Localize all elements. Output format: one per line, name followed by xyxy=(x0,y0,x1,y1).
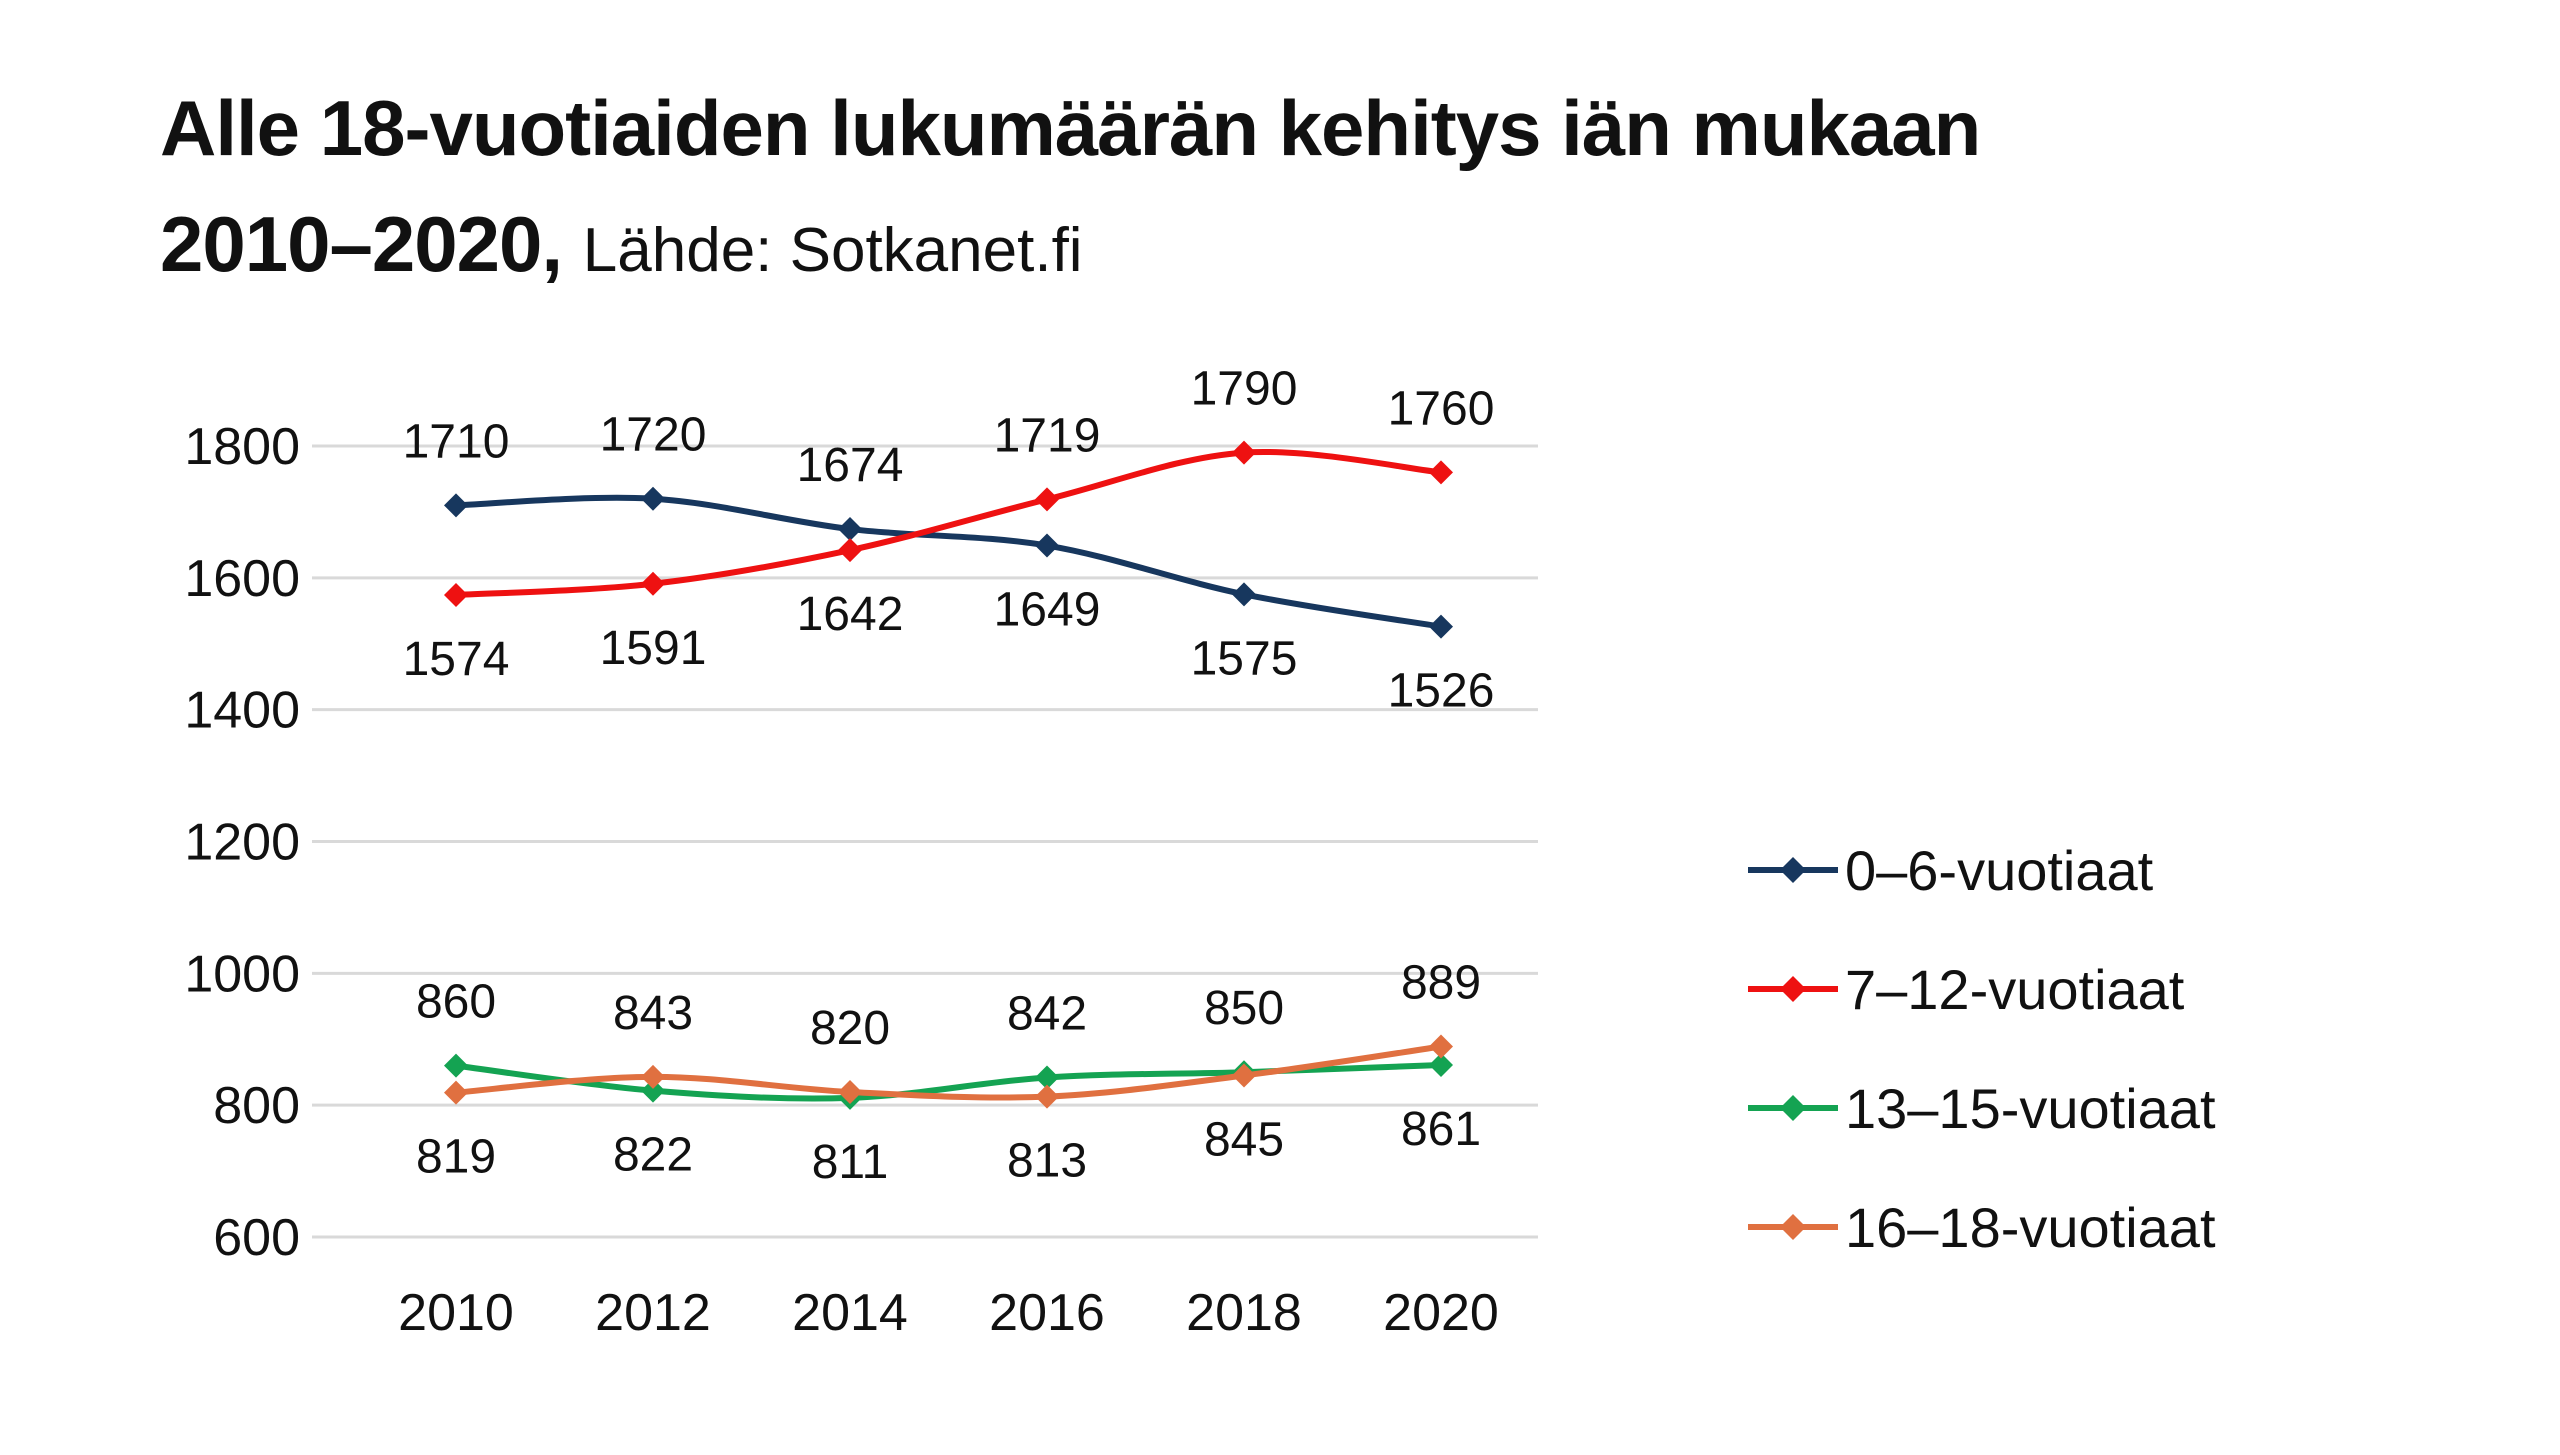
data-point xyxy=(641,1078,665,1103)
legend-marker-0 xyxy=(1780,857,1806,883)
data-label: 842 xyxy=(1007,987,1087,1040)
y-tick-label: 1800 xyxy=(184,418,300,476)
title-line-2: 2010–2020, Lähde: Sotkanet.fi xyxy=(160,186,1980,309)
data-point xyxy=(641,1064,665,1089)
data-label: 1760 xyxy=(1388,382,1495,435)
data-label: 1649 xyxy=(994,584,1101,637)
data-label: 813 xyxy=(1007,1135,1087,1188)
data-label: 1720 xyxy=(600,409,707,462)
y-tick-label: 1000 xyxy=(184,945,300,1003)
data-point xyxy=(444,1080,468,1105)
data-point xyxy=(1232,440,1256,465)
data-label: 811 xyxy=(812,1136,889,1189)
data-label: 843 xyxy=(613,987,693,1040)
data-point xyxy=(838,517,862,542)
data-point xyxy=(838,1079,862,1104)
data-label: 1526 xyxy=(1388,665,1495,718)
data-point xyxy=(444,493,468,518)
x-tick-label: 2012 xyxy=(595,1284,711,1342)
data-label: 1790 xyxy=(1191,363,1298,416)
legend-label: 0–6-vuotiaat xyxy=(1845,839,2154,902)
data-point xyxy=(444,582,468,607)
data-point xyxy=(1232,1063,1256,1088)
legend-label: 7–12-vuotiaat xyxy=(1845,958,2185,1021)
y-tick-label: 1200 xyxy=(184,814,300,872)
x-tick-label: 2020 xyxy=(1383,1284,1499,1342)
legend-marker-2 xyxy=(1780,1095,1806,1121)
data-label: 861 xyxy=(1401,1103,1481,1156)
x-tick-label: 2018 xyxy=(1186,1284,1302,1342)
data-point xyxy=(1429,1034,1453,1059)
x-tick-label: 2016 xyxy=(989,1284,1105,1342)
series-line-3 xyxy=(455,1043,1442,1101)
y-tick-label: 600 xyxy=(213,1209,300,1267)
x-tick-label: 2010 xyxy=(398,1284,514,1342)
title-years: 2010–2020, xyxy=(160,200,563,288)
data-label: 1591 xyxy=(600,622,707,675)
y-tick-label: 1400 xyxy=(184,682,300,740)
y-tick-label: 1600 xyxy=(184,550,300,608)
data-label: 860 xyxy=(416,976,496,1029)
y-tick-label: 800 xyxy=(213,1077,300,1135)
data-label: 845 xyxy=(1204,1114,1284,1167)
data-label: 1674 xyxy=(797,439,904,492)
data-label: 820 xyxy=(810,1002,890,1055)
data-label: 1575 xyxy=(1191,632,1298,685)
data-point xyxy=(1035,533,1059,558)
chart-title: Alle 18-vuotiaiden lukumäärän kehitys iä… xyxy=(160,70,1981,309)
data-point xyxy=(1035,1084,1059,1109)
data-label: 1642 xyxy=(797,588,904,641)
data-point xyxy=(444,1053,468,1078)
data-point xyxy=(1429,460,1453,485)
data-point xyxy=(838,538,862,563)
legend-marker-1 xyxy=(1780,976,1806,1002)
legend-label: 16–18-vuotiaat xyxy=(1845,1196,2216,1259)
series-line-1 xyxy=(455,449,1442,598)
title-source: Lähde: Sotkanet.fi xyxy=(582,216,1083,285)
data-label: 1719 xyxy=(994,409,1101,462)
data-point xyxy=(1232,582,1256,607)
data-label: 1574 xyxy=(403,633,510,686)
data-label: 1710 xyxy=(403,415,510,468)
x-tick-label: 2014 xyxy=(792,1284,908,1342)
data-point xyxy=(1035,1065,1059,1090)
legend-marker-3 xyxy=(1780,1214,1806,1240)
data-point xyxy=(1429,1052,1453,1077)
title-line-1: Alle 18-vuotiaiden lukumäärän kehitys iä… xyxy=(160,84,1981,172)
data-label: 850 xyxy=(1204,982,1284,1035)
data-point xyxy=(641,486,665,511)
data-point xyxy=(1429,614,1453,639)
series-line-0 xyxy=(455,494,1442,630)
data-label: 819 xyxy=(416,1131,496,1184)
data-label: 822 xyxy=(613,1129,693,1182)
data-label: 889 xyxy=(1401,957,1481,1010)
legend-label: 13–15-vuotiaat xyxy=(1845,1077,2216,1140)
data-point xyxy=(1035,487,1059,512)
data-point xyxy=(641,571,665,596)
